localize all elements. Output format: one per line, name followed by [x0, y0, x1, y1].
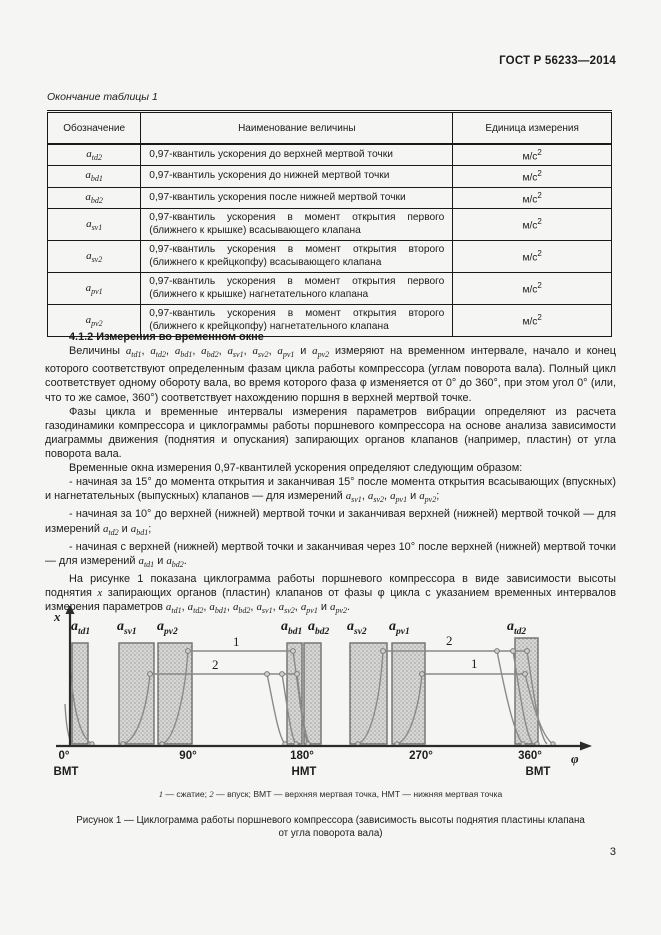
figure-caption-line1: Рисунок 1 — Циклограмма работы поршневог… [76, 815, 585, 826]
window-rect-sv1 [118, 642, 155, 745]
figure-1: x φ atd1 asv1 apv2 abd1 abd2 asv2 apv1 a… [50, 606, 602, 791]
symbol-cell: apv1 [46, 272, 142, 306]
table-row: abd1 0,97-квантиль ускорения до нижней м… [46, 165, 612, 188]
tick-90: 90° [179, 750, 197, 762]
unit-cell: м/с2 [452, 240, 612, 274]
window-rect-td1 [71, 642, 89, 745]
tick-180: 180° [290, 750, 314, 762]
paragraph: На рисунке 1 показана циклограмма работы… [45, 573, 616, 616]
tick-360: 360° [518, 750, 542, 762]
measurement-windows [71, 637, 539, 745]
unit-cell: м/с2 [452, 165, 612, 188]
bmt-end-label: ВМТ [525, 766, 551, 778]
paragraph: - начиная за 10° до верхней (нижней) мер… [45, 508, 616, 537]
quantity-name-cell: 0,97-квантиль ускорения до нижней мертво… [140, 165, 454, 188]
section-4-1-2: 4.1.2 Измерения во временном окне Величи… [45, 330, 616, 619]
nmt-label: НМТ [291, 766, 317, 778]
paragraphs: Величины atd1, atd2, abd1, abd2, asv1, a… [45, 344, 616, 619]
window-label-pv1: apv1 [389, 619, 410, 637]
unit-cell: м/с2 [452, 272, 612, 306]
figure-caption-line2: от угла поворота вала) [278, 828, 383, 839]
window-rect-bd2 [303, 642, 322, 745]
document-number: ГОСТ Р 56233—2014 [499, 55, 616, 67]
symbol-cell: asv1 [46, 208, 142, 242]
window-rect-pv2 [157, 642, 193, 745]
unit-cell: м/с2 [452, 186, 612, 210]
bmt-start-label: ВМТ [53, 766, 79, 778]
paragraph: Фазы цикла и временные интервалы измерен… [45, 405, 616, 460]
curve-label-2-left: 2 [212, 657, 219, 672]
unit-cell: м/с2 [452, 208, 612, 242]
x-axis-label: φ [571, 751, 579, 766]
curve-label-1-left: 1 [233, 634, 240, 649]
table-header-row: Обозначение Наименование величины Единиц… [46, 111, 612, 145]
section-heading: 4.1.2 Измерения во временном окне [69, 331, 264, 343]
paragraph: - начиная за 15° до момента открытия и з… [45, 476, 616, 505]
x-axis-arrow [580, 741, 592, 751]
paragraph: - начиная с верхней (нижней) мертвой точ… [45, 540, 616, 570]
tick-270: 270° [409, 750, 433, 762]
unit-cell: м/с2 [452, 143, 612, 167]
paragraph: Временные окна измерения 0,97-квантилей … [69, 462, 523, 475]
quantity-name-cell: 0,97-квантиль ускорения после нижней мер… [140, 186, 454, 210]
window-rect-sv2 [349, 642, 388, 745]
symbol-cell: atd2 [46, 143, 142, 167]
window-label-td1: atd1 [71, 619, 91, 637]
window-label-sv2: asv2 [347, 619, 367, 637]
figure-legend: 1 — сжатие; 2 — впуск; ВМТ — верхняя мер… [158, 789, 503, 799]
window-label-td2: atd2 [507, 619, 527, 637]
quantity-name-cell: 0,97-квантиль ускорения в момент открыти… [140, 240, 454, 274]
table-body: atd2 0,97-квантиль ускорения до верхней … [46, 143, 612, 338]
tick-0: 0° [58, 750, 70, 762]
cyclogram-figure [56, 606, 592, 751]
table-row: apv2 0,97-квантиль ускорения в момент от… [46, 304, 612, 338]
y-axis-arrow [65, 606, 75, 614]
symbol-cell: abd1 [46, 165, 142, 188]
table-row: asv2 0,97-квантиль ускорения в момент от… [46, 240, 612, 274]
symbol-cell: abd2 [46, 186, 142, 210]
table-caption: Окончание таблицы 1 [47, 91, 158, 103]
y-axis-label: x [54, 609, 61, 624]
quantities-table: Обозначение Наименование величины Единиц… [46, 110, 612, 338]
window-label-pv2: apv2 [157, 619, 178, 637]
table-row: atd2 0,97-квантиль ускорения до верхней … [46, 143, 612, 167]
quantity-name-cell: 0,97-квантиль ускорения в момент открыти… [140, 304, 454, 338]
figure-caption: Рисунок 1 — Циклограмма работы поршневог… [45, 814, 616, 840]
col-header-designation: Обозначение [46, 111, 142, 145]
table-row: asv1 0,97-квантиль ускорения в момент от… [46, 208, 612, 242]
symbol-cell: asv2 [46, 240, 142, 274]
unit-cell: м/с2 [452, 304, 612, 338]
col-header-unit: Единица измерения [452, 111, 612, 145]
window-label-sv1: asv1 [117, 619, 137, 637]
quantity-name-cell: 0,97-квантиль ускорения в момент открыти… [140, 272, 454, 306]
table-row: abd2 0,97-квантиль ускорения после нижне… [46, 186, 612, 210]
quantity-name-cell: 0,97-квантиль ускорения в момент открыти… [140, 208, 454, 242]
col-header-quantity-name: Наименование величины [140, 111, 454, 145]
window-label-bd1: abd1 [281, 619, 303, 637]
curve-label-1-right: 1 [471, 656, 478, 671]
window-label-bd2: abd2 [308, 619, 330, 637]
page-number: 3 [609, 846, 616, 858]
axes [56, 612, 580, 748]
paragraph: Величины atd1, atd2, abd1, abd2, asv1, a… [45, 345, 616, 404]
table-row: apv1 0,97-квантиль ускорения в момент от… [46, 272, 612, 306]
curve-label-2-right: 2 [446, 633, 453, 648]
quantity-name-cell: 0,97-квантиль ускорения до верхней мертв… [140, 143, 454, 167]
symbol-cell: apv2 [46, 304, 142, 338]
window-rect-td2 [514, 637, 539, 745]
